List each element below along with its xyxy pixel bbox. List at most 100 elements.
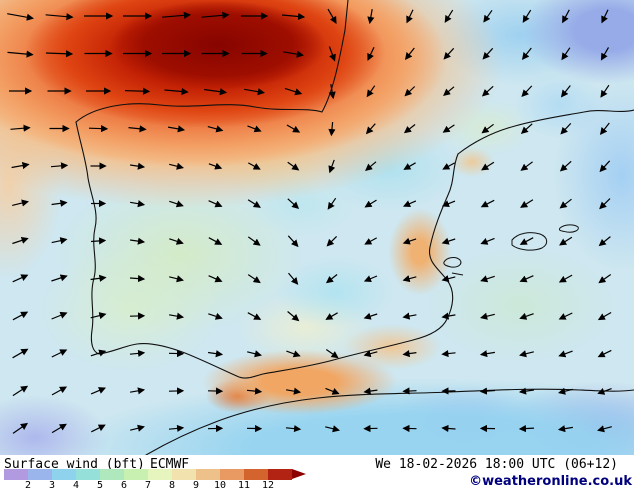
wind-arrow — [281, 12, 306, 21]
scale-cell — [220, 469, 244, 480]
wind-arrow — [520, 123, 533, 135]
scale-arrow-tip — [292, 469, 306, 479]
wind-arrow — [479, 350, 495, 358]
wind-arrow — [403, 124, 416, 134]
wind-arrow — [403, 162, 416, 170]
scale-tick: 11 — [237, 480, 251, 490]
scale-cell — [148, 469, 172, 480]
wind-arrow — [601, 9, 609, 24]
wind-arrow — [600, 47, 610, 61]
wind-arrow — [10, 124, 31, 132]
wind-arrow — [51, 423, 67, 434]
wind-arrow — [328, 46, 336, 62]
wind-arrow — [12, 348, 29, 359]
wind-arrow — [597, 387, 612, 395]
wind-arrow — [168, 424, 185, 432]
copyright-label: ©weatheronline.co.uk — [469, 474, 632, 489]
wind-arrow — [562, 9, 570, 24]
wind-arrow — [208, 162, 223, 170]
wind-arrow — [367, 8, 375, 25]
wind-arrow — [45, 50, 74, 58]
wind-arrow — [207, 125, 224, 133]
wind-arrow — [402, 312, 417, 320]
wind-arrow — [247, 274, 261, 284]
wind-arrow — [208, 275, 223, 283]
wind-arrow — [482, 47, 494, 60]
coastline-iberia — [75, 121, 459, 379]
wind-arrow — [404, 47, 415, 60]
wind-arrow — [208, 350, 224, 358]
scale-cell — [100, 469, 124, 480]
wind-arrow — [11, 162, 30, 170]
wind-arrow — [597, 311, 612, 321]
wind-arrow — [167, 125, 186, 133]
wind-arrow — [479, 387, 496, 395]
scale-cell — [4, 469, 28, 480]
wind-arrow — [128, 125, 147, 133]
wind-arrow — [597, 349, 612, 358]
wind-arrow — [441, 237, 456, 245]
wind-arrow — [285, 387, 302, 395]
wind-arrow — [90, 387, 107, 395]
wind-arrow — [129, 387, 146, 395]
wind-arrow — [518, 424, 535, 433]
wind-arrow — [51, 386, 68, 396]
wind-arrow — [363, 275, 378, 283]
wind-arrow — [561, 47, 571, 61]
wind-arrow — [130, 237, 146, 245]
wind-arrow — [12, 311, 29, 321]
wind-arrow — [519, 312, 534, 320]
wind-arrow — [598, 236, 611, 247]
wind-arrow — [12, 236, 29, 245]
wind-arrow — [288, 272, 299, 285]
scale-tick: 12 — [261, 480, 275, 490]
wind-arrow — [597, 425, 612, 433]
wind-arrow — [402, 237, 417, 245]
wind-arrow — [519, 350, 534, 358]
wind-arrow — [363, 387, 378, 395]
wind-arrow — [441, 424, 456, 433]
wind-arrow — [169, 162, 184, 170]
coastlines — [75, 0, 634, 455]
wind-arrow — [559, 198, 572, 209]
wind-arrow — [50, 162, 69, 170]
wind-arrow — [169, 275, 184, 283]
scale-tick: 2 — [24, 480, 32, 490]
wind-arrows — [7, 8, 612, 434]
scale-cell — [124, 469, 148, 480]
wind-arrow — [600, 84, 610, 98]
wind-arrow — [363, 350, 378, 358]
wind-arrow — [441, 312, 456, 320]
scale-color-cells — [4, 469, 292, 480]
island-formentera — [451, 272, 464, 276]
wind-arrow — [365, 161, 377, 171]
wind-arrow — [402, 349, 417, 358]
wind-arrow — [558, 387, 573, 395]
wind-arrow — [162, 11, 192, 19]
wind-arrow — [599, 122, 610, 135]
wind-arrow — [328, 121, 336, 137]
wind-arrow — [327, 8, 337, 24]
wind-arrow — [12, 422, 28, 434]
wind-arrow — [168, 312, 185, 320]
wind-arrow — [481, 161, 495, 171]
wind-arrow — [441, 349, 456, 358]
wind-arrow — [559, 160, 572, 172]
wind-arrow — [366, 85, 376, 98]
wind-arrow — [51, 237, 68, 245]
wind-arrow — [559, 236, 573, 246]
wind-arrow — [7, 13, 34, 21]
wind-arrow — [481, 85, 494, 97]
wind-arrow — [129, 200, 146, 208]
wind-arrow — [598, 274, 612, 284]
wind-arrow — [442, 124, 455, 133]
wind-arrow — [402, 387, 417, 395]
wind-arrow — [208, 312, 223, 320]
wind-arrow — [247, 199, 261, 208]
map-overlay — [7, 0, 634, 455]
wind-arrow — [51, 349, 68, 358]
coastline-north-spain — [75, 0, 349, 123]
wind-arrow — [90, 274, 107, 282]
wind-arrow — [287, 235, 299, 248]
